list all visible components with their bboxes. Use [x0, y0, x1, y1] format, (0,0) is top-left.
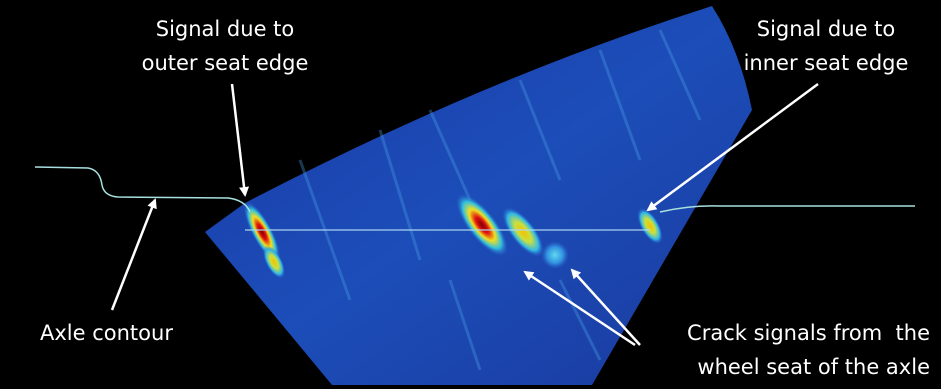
- label: Crack signals from the: [687, 321, 930, 345]
- figure: Signal due to outer seat edge Signal due…: [0, 0, 941, 389]
- label: wheel seat of the axle: [697, 355, 930, 379]
- label: Signal due to: [757, 17, 896, 41]
- label: outer seat edge: [142, 51, 309, 75]
- axle-contour-line: [35, 167, 250, 212]
- label: inner seat edge: [744, 51, 909, 75]
- axle-contour-line: [660, 206, 915, 212]
- label: Signal due to: [156, 17, 295, 41]
- label: Axle contour: [40, 321, 173, 345]
